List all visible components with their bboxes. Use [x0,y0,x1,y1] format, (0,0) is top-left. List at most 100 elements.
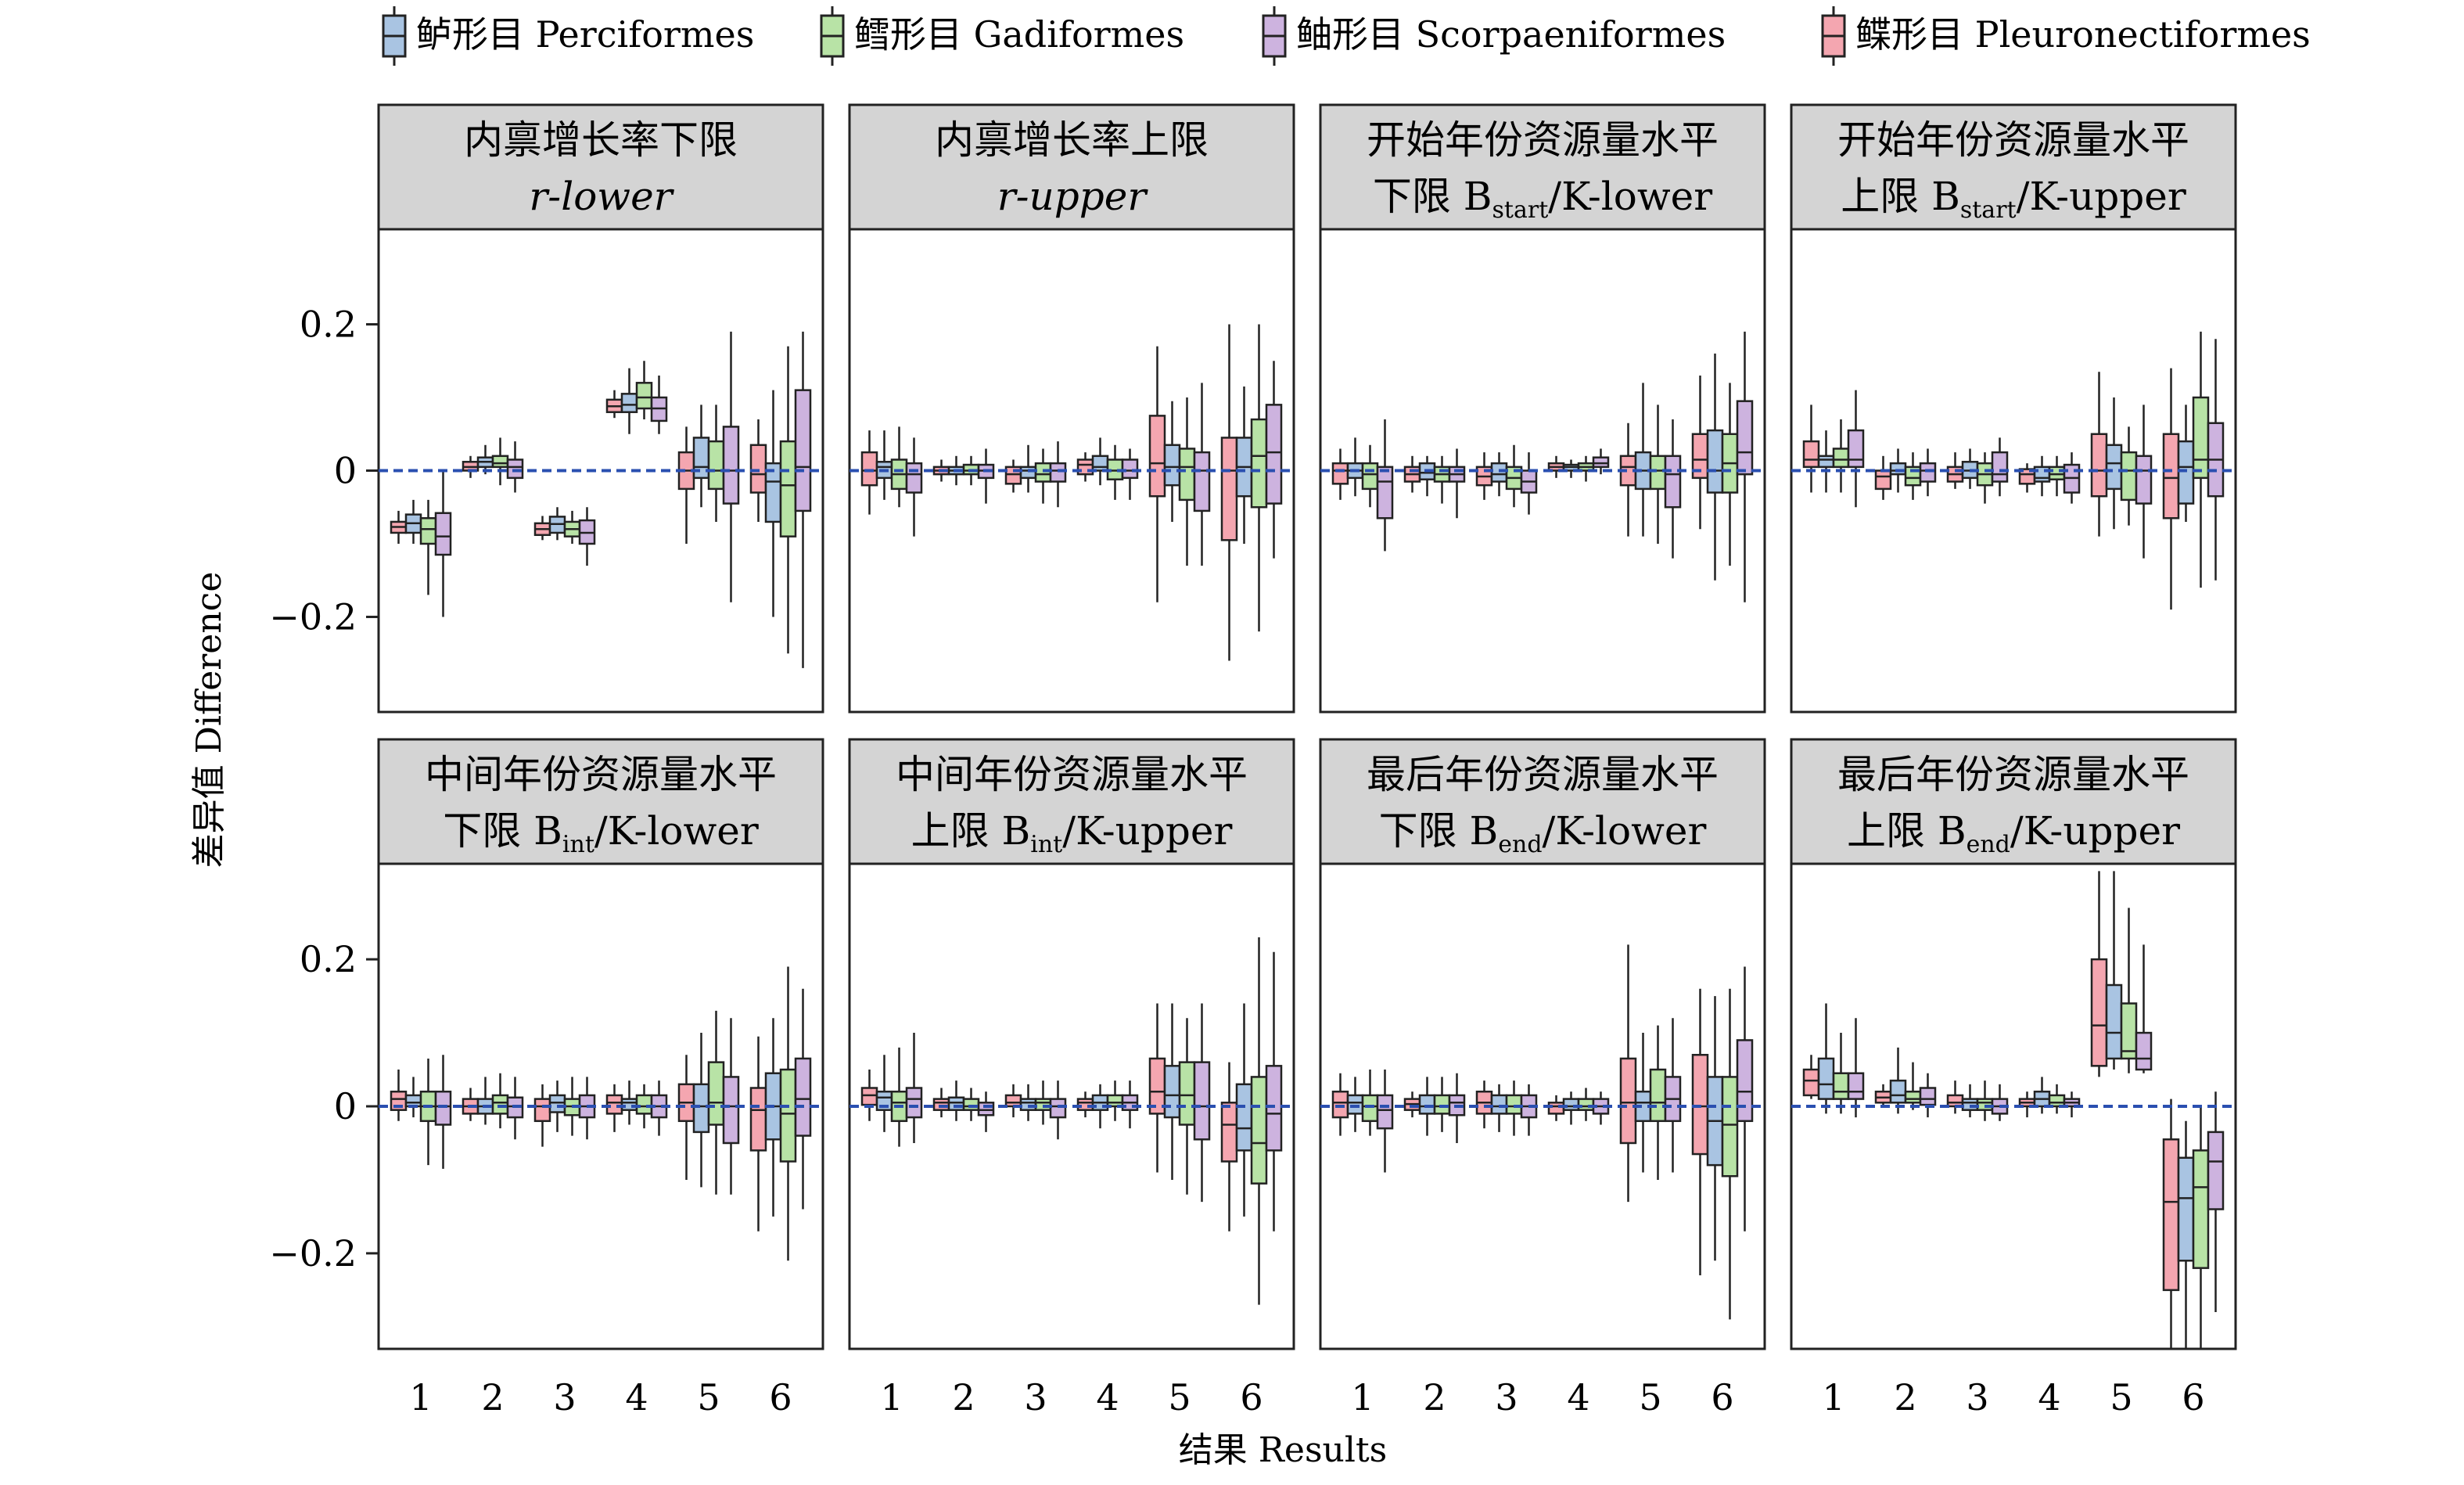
legend-item-pleuro: 鲽形目 Pleuronectiformes [1821,6,2311,66]
box-pleuro [1004,1094,1022,1108]
box-scorp [1193,451,1211,512]
box-pleuro [749,1087,767,1152]
box-pleuro [1691,1053,1709,1156]
box-gadi [1649,455,1667,491]
plot-area [848,862,1295,1350]
title-subscript: int [1030,831,1062,858]
box-pleuro [1331,1090,1349,1119]
x-tick-label: 5 [2110,1376,2132,1418]
plot-area [848,228,1295,714]
box-scorp [434,512,452,556]
box-perci [1817,455,1835,469]
box-pleuro [2162,433,2180,520]
box-gadi [1361,1094,1379,1123]
panel-header [1790,738,2237,865]
box-scorp [1736,1039,1754,1123]
x-tick-label: 5 [1168,1376,1191,1418]
title-subscript: end [1967,831,2010,858]
box-scorp [1376,1094,1394,1130]
box-gadi [1250,418,1268,509]
plot-area [1319,862,1766,1350]
box-perci [620,1098,638,1111]
box-perci [1889,1079,1907,1104]
box-perci [1091,455,1109,472]
panel-title-sub: 上限 Bend/K-upper [1847,808,2180,858]
panel-title-en: r-lower [529,174,674,219]
x-tick-label: 3 [1495,1376,1518,1418]
panel-title-cn: 内禀增长率下限 [464,117,738,163]
legend-item-scorp: 鲉形目 Scorpaeniformes [1262,6,1726,66]
x-tick-label: 2 [952,1376,975,1418]
box-pleuro [1220,437,1238,541]
box-gadi [2048,1094,2066,1108]
title-part-prefix: 上限 B [1847,808,1967,854]
box-gadi [1433,1094,1451,1115]
box-gadi [2120,1002,2138,1060]
title-part-prefix: 下限 B [443,808,562,854]
box-pleuro [932,1098,950,1111]
x-tick-label: 2 [481,1376,504,1418]
title-part-suffix: /K-lower [1543,808,1707,854]
title-part-prefix: 下限 B [1379,808,1499,854]
box-perci [1346,1094,1364,1115]
box-gadi [1577,1098,1595,1111]
x-tick-label: 4 [2038,1376,2060,1418]
box-gadi [1832,448,1850,469]
panel-title-cn: 开始年份资源量水平 [1367,117,1719,163]
panel-title-en: r-upper [997,174,1149,219]
panel-title-sub: 上限 Bstart/K-upper [1841,174,2186,224]
box-perci [692,1083,710,1134]
box-gadi [1034,1098,1052,1111]
title-part-suffix: /K-lower [594,808,759,854]
y-tick-label: −0.2 [269,1232,357,1275]
box-scorp [1376,466,1394,520]
panel-header [1790,103,2237,231]
panel-2: 内禀增长率上限 r-upper [848,103,1295,714]
box-scorp [506,458,524,480]
box-gadi [779,440,797,538]
box-pleuro [860,1087,878,1106]
box-perci [2177,1156,2195,1262]
box-gadi [707,440,725,491]
panel-title-cn: 中间年份资源量水平 [896,752,1248,797]
box-scorp [794,389,812,512]
box-gadi [635,382,653,410]
box-scorp [1193,1061,1211,1141]
x-tick-label: 2 [1423,1376,1446,1418]
box-scorp [1592,456,1610,469]
box-scorp [1847,429,1865,469]
box-perci [2177,440,2195,505]
box-scorp [1919,1087,1937,1106]
box-pleuro [533,1098,551,1123]
box-perci [1490,462,1508,483]
x-tick-label: 6 [2182,1376,2204,1418]
panel-title-cn: 最后年份资源量水平 [1367,752,1719,797]
legend-item-perci: 鲈形目 Perciformes [382,6,754,66]
box-perci [1889,462,1907,476]
title-part-prefix: 下限 B [1373,174,1492,219]
box-scorp [2135,455,2153,505]
title-part-suffix: /K-upper [1062,808,1232,854]
box-pleuro [749,444,767,494]
x-tick-label: 6 [1240,1376,1263,1418]
box-gadi [635,1094,653,1115]
y-tick-label: −0.2 [269,595,357,638]
box-gadi [1250,1076,1268,1185]
box-gadi [1721,1076,1739,1178]
panel-header [1319,103,1766,231]
box-scorp [1265,404,1283,505]
box-gadi [962,1098,980,1111]
panel-header [377,738,824,865]
title-part-suffix: /K-lower [1548,174,1712,219]
box-scorp [1991,451,2009,483]
box-gadi [2192,1149,2210,1269]
box-gadi [1106,1094,1124,1108]
legend-label-pleuro: 鲽形目 Pleuronectiformes [1855,13,2311,56]
box-pleuro [2162,1138,2180,1292]
plot-area [1790,862,2237,1350]
box-gadi [1649,1068,1667,1123]
